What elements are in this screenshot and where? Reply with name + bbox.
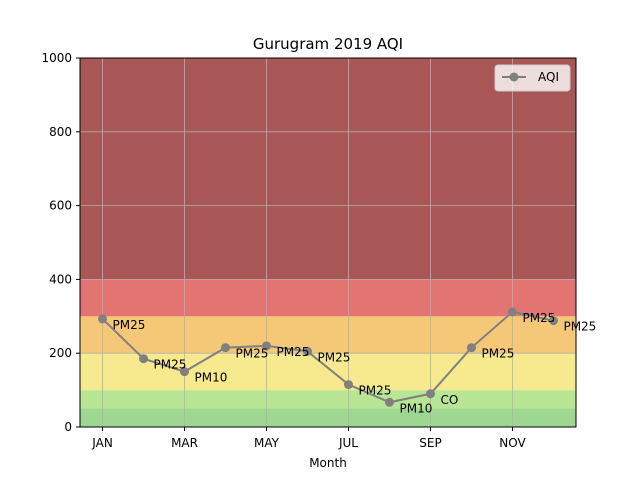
point-annotation-1: PM25	[154, 358, 187, 372]
y-axis-ticks: 0 200 400 600 800 1000	[41, 51, 80, 434]
x-tick-label-1: MAR	[171, 436, 198, 450]
x-tick-label-0: JAN	[91, 436, 113, 450]
aqi-band-0	[80, 408, 576, 427]
legend-label-aqi: AQI	[538, 70, 559, 84]
pollutant-annotations: PM25 PM25 PM10 PM25 PM25 PM25 PM25 PM10 CO PM25 PM…	[113, 311, 597, 415]
point-annotation-7: PM10	[399, 401, 432, 415]
data-point-10	[507, 307, 517, 317]
aqi-band-5	[80, 58, 576, 280]
y-tick-label-1: 200	[49, 346, 72, 360]
x-axis-label: Month	[309, 456, 347, 470]
data-point-8	[425, 389, 435, 399]
data-point-4	[262, 341, 272, 351]
aqi-band-1	[80, 390, 576, 409]
series-line	[101, 310, 554, 404]
aqi-band-4	[80, 279, 576, 317]
aqi-bands	[80, 58, 576, 427]
aqi-band-3	[80, 316, 576, 354]
y-tick-label-5: 1000	[41, 51, 72, 65]
point-annotation-5: PM25	[318, 350, 351, 364]
point-annotation-0: PM25	[113, 318, 146, 332]
data-point-3	[221, 343, 231, 353]
chart-title: Gurugram 2019 AQI	[253, 35, 403, 53]
data-point-7	[384, 397, 394, 407]
data-point-9	[466, 343, 476, 353]
point-annotation-8: CO	[440, 393, 458, 407]
legend: AQI	[494, 64, 571, 92]
x-tick-label-3: JUL	[338, 436, 358, 450]
x-tick-label-2: MAY	[254, 436, 280, 450]
point-annotation-3: PM25	[236, 347, 269, 361]
point-annotation-10: PM25	[522, 311, 555, 325]
point-annotation-6: PM25	[358, 384, 391, 398]
point-annotation-4: PM25	[277, 345, 310, 359]
legend-marker-swatch	[509, 72, 519, 82]
point-annotation-9: PM25	[481, 347, 514, 361]
series-aqi	[98, 307, 558, 407]
legend-box	[494, 64, 571, 92]
x-axis-ticks: JAN MAR MAY JUL SEP NOV	[91, 427, 526, 450]
y-tick-label-2: 400	[49, 272, 72, 286]
x-tick-label-4: SEP	[419, 436, 441, 450]
point-annotation-11: PM25	[563, 320, 596, 334]
y-tick-label-0: 0	[64, 420, 72, 434]
axes-frame	[79, 57, 577, 428]
x-tick-label-5: NOV	[499, 436, 526, 450]
y-tick-label-3: 600	[49, 199, 72, 213]
data-point-2	[180, 367, 190, 377]
data-point-5	[303, 346, 313, 356]
data-point-1	[139, 354, 149, 364]
data-point-6	[343, 380, 353, 390]
data-point-0	[98, 314, 108, 324]
data-point-11	[548, 316, 558, 326]
y-tick-label-4: 800	[49, 125, 72, 139]
point-annotation-2: PM10	[195, 371, 228, 385]
aqi-band-2	[80, 353, 576, 391]
